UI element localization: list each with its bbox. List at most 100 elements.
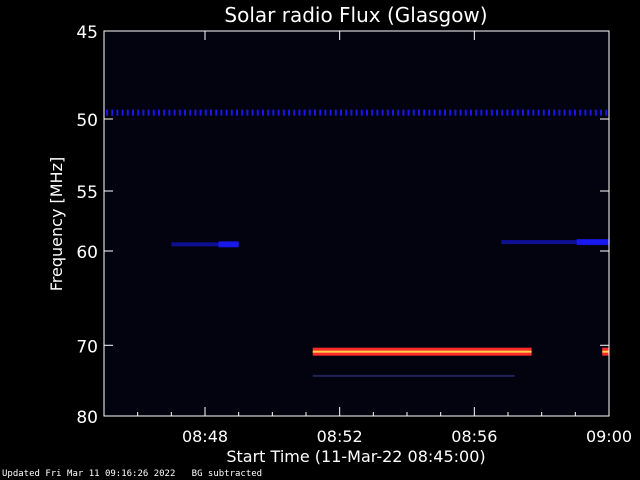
interference-mark xyxy=(516,109,519,116)
interference-mark xyxy=(282,109,285,116)
interference-mark xyxy=(428,109,431,116)
interference-mark xyxy=(433,109,436,116)
interference-mark xyxy=(319,109,322,116)
interference-mark xyxy=(308,109,311,116)
interference-mark xyxy=(402,109,405,116)
interference-mark xyxy=(496,109,498,116)
interference-mark xyxy=(262,109,264,116)
interference-mark xyxy=(236,109,238,116)
interference-mark xyxy=(251,109,254,116)
interference-mark xyxy=(532,109,535,116)
interference-mark xyxy=(542,109,545,116)
interference-mark xyxy=(126,109,129,116)
interference-mark xyxy=(548,109,550,116)
interference-mark xyxy=(210,109,212,116)
interference-mark xyxy=(121,109,124,116)
interference-mark xyxy=(386,109,389,116)
interference-mark xyxy=(225,109,228,116)
interference-mark xyxy=(553,109,556,116)
interference-mark xyxy=(501,109,504,116)
interference-mark xyxy=(459,109,462,116)
x-tick-label: 09:00 xyxy=(586,427,632,446)
interference-mark xyxy=(537,109,540,116)
interference-mark xyxy=(298,109,301,116)
interference-mark xyxy=(594,109,597,116)
interference-mark xyxy=(215,109,218,116)
footer-updated: Updated Fri Mar 11 09:16:26 2022 xyxy=(2,469,176,479)
y-tick-label: 60 xyxy=(76,243,98,263)
interference-mark xyxy=(381,109,384,116)
interference-mark xyxy=(366,109,368,116)
interference-mark xyxy=(490,109,493,116)
interference-mark xyxy=(314,109,316,116)
interference-mark xyxy=(438,109,441,116)
x-tick-label: 08:48 xyxy=(182,427,228,446)
plot-area xyxy=(104,31,609,416)
interference-mark xyxy=(412,109,415,116)
interference-mark xyxy=(522,109,524,116)
interference-mark xyxy=(418,109,420,116)
signal-band-core xyxy=(312,350,532,353)
interference-mark xyxy=(444,109,446,116)
interference-mark xyxy=(506,109,509,116)
interference-mark xyxy=(267,109,270,116)
interference-mark xyxy=(158,109,160,116)
interference-mark xyxy=(355,109,358,116)
interference-mark xyxy=(334,109,337,116)
weak-band xyxy=(312,374,515,377)
emission-band xyxy=(171,242,239,247)
interference-mark xyxy=(241,109,244,116)
x-tick-label: 08:56 xyxy=(451,427,497,446)
interference-mark xyxy=(142,109,145,116)
interference-mark xyxy=(173,109,176,116)
interference-mark xyxy=(511,109,514,116)
interference-mark xyxy=(324,109,327,116)
interference-mark xyxy=(178,109,181,116)
interference-mark xyxy=(563,109,566,116)
interference-mark xyxy=(204,109,207,116)
interference-mark xyxy=(423,109,426,116)
plot-frame xyxy=(103,30,610,417)
interference-mark xyxy=(199,109,202,116)
interference-mark xyxy=(527,109,530,116)
interference-mark xyxy=(184,109,186,116)
interference-mark xyxy=(480,109,483,116)
interference-mark xyxy=(568,109,571,116)
interference-mark xyxy=(106,109,108,116)
y-axis-label: Frequency [MHz] xyxy=(47,157,66,291)
interference-mark xyxy=(407,109,410,116)
interference-mark xyxy=(340,109,342,116)
interference-mark xyxy=(288,109,290,116)
interference-mark xyxy=(579,109,582,116)
axis-ticks: 45 50 55 60 70 80 08:48 08:52 08:56 09:00 xyxy=(76,23,632,446)
interference-mark xyxy=(303,109,306,116)
interference-mark xyxy=(376,109,379,116)
x-axis-label: Start Time (11-Mar-22 08:45:00) xyxy=(226,447,485,466)
interference-mark xyxy=(574,109,576,116)
interference-mark xyxy=(230,109,233,116)
interference-mark xyxy=(116,109,119,116)
interference-mark xyxy=(392,109,394,116)
signal-band-core xyxy=(602,350,609,353)
emission-band-core xyxy=(218,241,239,248)
interference-mark xyxy=(485,109,488,116)
footer: Updated Fri Mar 11 09:16:26 2022 BG subt… xyxy=(2,469,262,479)
x-tick-label: 08:52 xyxy=(317,427,363,446)
interference-mark xyxy=(475,109,478,116)
interference-mark xyxy=(152,109,155,116)
interference-mark xyxy=(163,109,166,116)
interference-mark xyxy=(345,109,348,116)
emission-band-core xyxy=(576,239,609,246)
interference-mark xyxy=(189,109,192,116)
interference-mark xyxy=(600,109,602,116)
signal-layer xyxy=(106,109,609,377)
interference-mark xyxy=(272,109,275,116)
interference-mark xyxy=(168,109,171,116)
interference-mark xyxy=(449,109,452,116)
interference-mark xyxy=(329,109,332,116)
interference-mark xyxy=(371,109,374,116)
interference-mark xyxy=(132,109,134,116)
interference-mark xyxy=(277,109,280,116)
y-tick-label: 70 xyxy=(76,337,98,357)
interference-mark xyxy=(454,109,457,116)
